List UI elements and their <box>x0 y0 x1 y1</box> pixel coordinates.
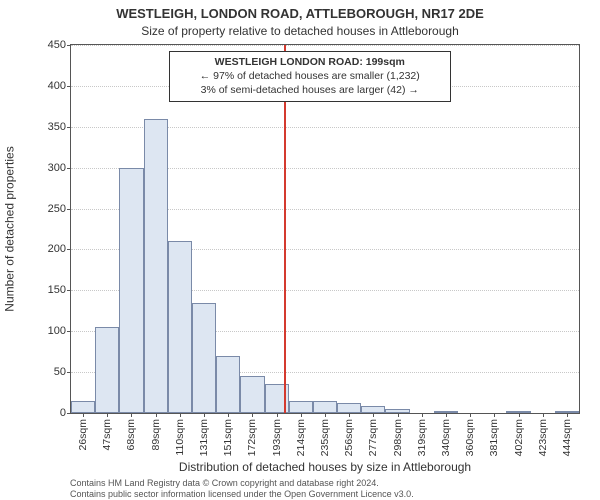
xtick <box>325 413 326 417</box>
xtick-label: 214sqm <box>295 419 307 456</box>
xtick-label: 235sqm <box>319 419 331 456</box>
xtick <box>228 413 229 417</box>
credits-line-1: Contains HM Land Registry data © Crown c… <box>70 478 580 489</box>
xtick-label: 110sqm <box>174 419 186 456</box>
credits-line-2: Contains public sector information licen… <box>70 489 580 500</box>
ytick <box>67 372 71 373</box>
xtick-label: 444sqm <box>561 419 573 456</box>
bar <box>216 356 240 413</box>
ytick <box>67 331 71 332</box>
xtick-label: 423sqm <box>537 419 549 456</box>
xtick-label: 381sqm <box>488 419 500 456</box>
xtick-label: 256sqm <box>343 419 355 456</box>
xtick-label: 47sqm <box>101 419 113 451</box>
annotation-line: 3% of semi-detached houses are larger (4… <box>176 83 444 97</box>
plot-area: WESTLEIGH LONDON ROAD: 199sqm← 97% of de… <box>70 44 580 414</box>
ytick <box>67 209 71 210</box>
ytick <box>67 127 71 128</box>
ytick <box>67 45 71 46</box>
annotation-line: WESTLEIGH LONDON ROAD: 199sqm <box>176 55 444 69</box>
ytick-label: 200 <box>26 243 66 255</box>
xtick-label: 340sqm <box>440 419 452 456</box>
bar <box>313 401 337 413</box>
ytick-label: 300 <box>26 162 66 174</box>
bar <box>337 403 361 413</box>
xtick-label: 402sqm <box>513 419 525 456</box>
chart-title: WESTLEIGH, LONDON ROAD, ATTLEBOROUGH, NR… <box>0 6 600 21</box>
xtick-label: 26sqm <box>77 419 89 451</box>
bar <box>71 401 95 413</box>
xtick <box>543 413 544 417</box>
y-axis-label: Number of detached properties <box>0 44 20 414</box>
bar <box>119 168 143 413</box>
bar <box>192 303 216 413</box>
xtick <box>567 413 568 417</box>
xtick-label: 298sqm <box>392 419 404 456</box>
ytick <box>67 249 71 250</box>
xtick <box>373 413 374 417</box>
xtick-label: 151sqm <box>222 419 234 456</box>
xtick <box>494 413 495 417</box>
credits: Contains HM Land Registry data © Crown c… <box>70 478 580 500</box>
xtick-label: 89sqm <box>150 419 162 451</box>
ytick-label: 150 <box>26 284 66 296</box>
ytick-label: 450 <box>26 39 66 51</box>
xtick <box>156 413 157 417</box>
xtick <box>519 413 520 417</box>
bar <box>95 327 119 413</box>
ytick-label: 0 <box>26 407 66 419</box>
xtick <box>277 413 278 417</box>
xtick <box>107 413 108 417</box>
ytick-label: 350 <box>26 121 66 133</box>
bar <box>289 401 313 413</box>
xtick <box>131 413 132 417</box>
ytick-label: 50 <box>26 366 66 378</box>
xtick <box>349 413 350 417</box>
chart-subtitle: Size of property relative to detached ho… <box>0 24 600 38</box>
ytick-label: 400 <box>26 80 66 92</box>
annotation-line: ← 97% of detached houses are smaller (1,… <box>176 69 444 83</box>
bar <box>144 119 168 413</box>
xtick <box>252 413 253 417</box>
xtick <box>398 413 399 417</box>
xtick-label: 360sqm <box>464 419 476 456</box>
ytick-label: 250 <box>26 203 66 215</box>
xtick <box>470 413 471 417</box>
gridline <box>71 45 579 46</box>
xtick-label: 193sqm <box>271 419 283 456</box>
ytick <box>67 290 71 291</box>
xtick-label: 172sqm <box>246 419 258 456</box>
annotation-box: WESTLEIGH LONDON ROAD: 199sqm← 97% of de… <box>169 51 451 102</box>
xtick-label: 319sqm <box>416 419 428 456</box>
xtick <box>301 413 302 417</box>
bar <box>240 376 264 413</box>
ytick <box>67 413 71 414</box>
ytick <box>67 168 71 169</box>
bar <box>168 241 192 413</box>
xtick <box>180 413 181 417</box>
xtick <box>446 413 447 417</box>
xtick-label: 131sqm <box>198 419 210 456</box>
xtick <box>204 413 205 417</box>
ytick-label: 100 <box>26 325 66 337</box>
xtick <box>422 413 423 417</box>
xtick-label: 68sqm <box>125 419 137 451</box>
xtick <box>83 413 84 417</box>
x-axis-label: Distribution of detached houses by size … <box>70 460 580 474</box>
xtick-label: 277sqm <box>367 419 379 456</box>
ytick <box>67 86 71 87</box>
